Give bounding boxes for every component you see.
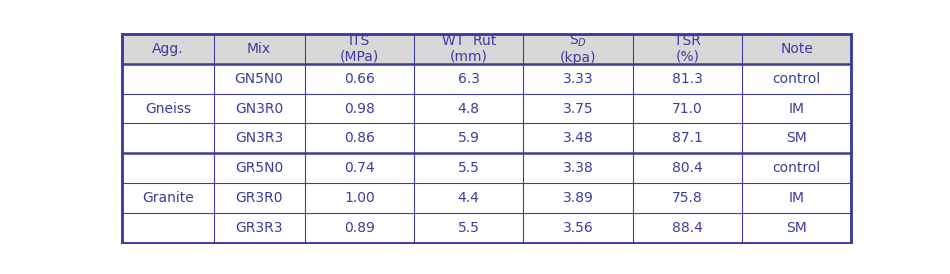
Text: GR5N0: GR5N0 xyxy=(235,161,283,175)
Text: 3.56: 3.56 xyxy=(562,221,594,235)
Text: WT  Rut
(mm): WT Rut (mm) xyxy=(442,34,496,64)
Text: control: control xyxy=(772,72,821,86)
Text: 3.75: 3.75 xyxy=(562,102,594,116)
Text: 4.8: 4.8 xyxy=(458,102,480,116)
Text: 88.4: 88.4 xyxy=(672,221,703,235)
Text: 0.89: 0.89 xyxy=(344,221,374,235)
Text: 5.9: 5.9 xyxy=(458,131,480,145)
Text: GR3R0: GR3R0 xyxy=(236,191,283,205)
Text: Mix: Mix xyxy=(247,42,271,56)
Text: 75.8: 75.8 xyxy=(672,191,703,205)
Text: S$_D$
(kpa): S$_D$ (kpa) xyxy=(560,33,597,65)
Text: IM: IM xyxy=(788,102,805,116)
Text: 0.74: 0.74 xyxy=(344,161,374,175)
Text: 80.4: 80.4 xyxy=(672,161,703,175)
Text: 5.5: 5.5 xyxy=(458,161,480,175)
Text: SM: SM xyxy=(787,221,807,235)
Text: 6.3: 6.3 xyxy=(458,72,480,86)
Text: 0.66: 0.66 xyxy=(344,72,374,86)
Text: control: control xyxy=(772,161,821,175)
Text: 87.1: 87.1 xyxy=(672,131,703,145)
Text: ITS
(MPa): ITS (MPa) xyxy=(340,34,379,64)
Text: 3.33: 3.33 xyxy=(562,72,594,86)
Text: GN3R3: GN3R3 xyxy=(235,131,283,145)
Text: Agg.: Agg. xyxy=(152,42,183,56)
Text: SM: SM xyxy=(787,131,807,145)
Text: Gneiss: Gneiss xyxy=(145,102,191,116)
Text: Granite: Granite xyxy=(142,191,194,205)
Text: GN3R0: GN3R0 xyxy=(235,102,283,116)
Text: 3.38: 3.38 xyxy=(562,161,594,175)
Text: 1.00: 1.00 xyxy=(344,191,374,205)
Text: 0.86: 0.86 xyxy=(344,131,374,145)
Text: GR3R3: GR3R3 xyxy=(236,221,283,235)
Text: 4.4: 4.4 xyxy=(458,191,480,205)
Text: IM: IM xyxy=(788,191,805,205)
Text: 3.89: 3.89 xyxy=(562,191,594,205)
Text: TSR
(%): TSR (%) xyxy=(674,34,701,64)
Bar xyxy=(123,34,851,64)
Text: 3.48: 3.48 xyxy=(562,131,594,145)
Text: Note: Note xyxy=(780,42,813,56)
Text: GN5N0: GN5N0 xyxy=(235,72,284,86)
Text: 71.0: 71.0 xyxy=(672,102,703,116)
Text: 0.98: 0.98 xyxy=(344,102,374,116)
Text: 81.3: 81.3 xyxy=(672,72,703,86)
Text: 5.5: 5.5 xyxy=(458,221,480,235)
